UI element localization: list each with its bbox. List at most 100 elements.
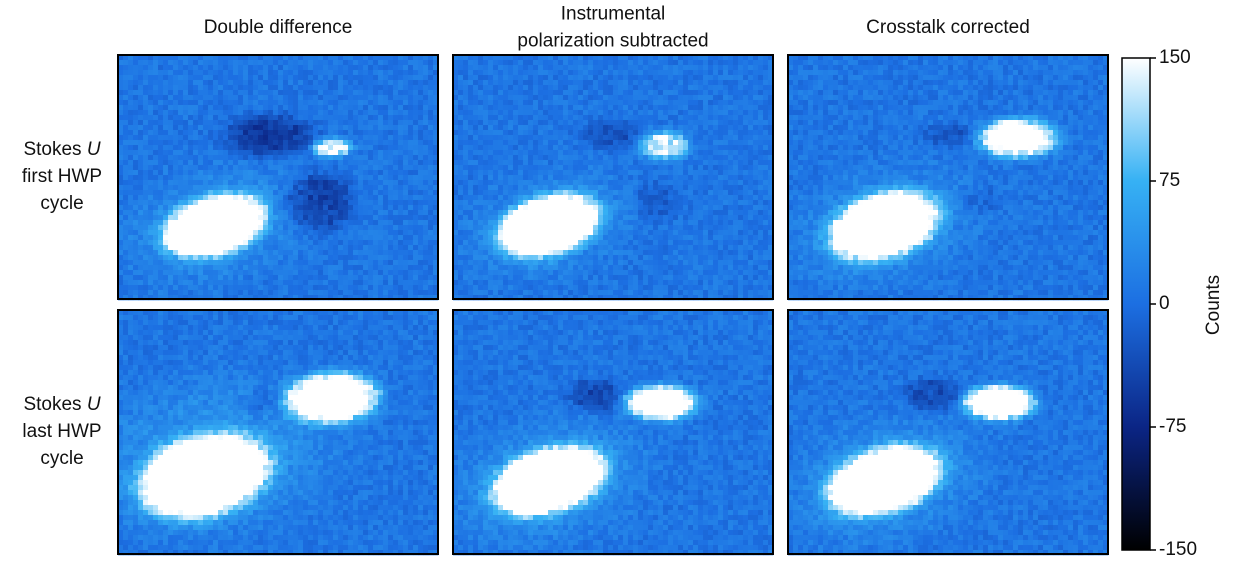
pixel	[698, 85, 704, 91]
pixel	[623, 55, 629, 61]
pixel	[543, 120, 549, 126]
pixel	[378, 80, 384, 86]
pixel	[763, 160, 769, 166]
pixel	[328, 95, 334, 101]
pixel	[758, 145, 764, 151]
pixel	[213, 140, 219, 146]
pixel	[428, 60, 434, 66]
pixel	[418, 190, 424, 196]
pixel	[663, 55, 669, 61]
pixel	[628, 65, 634, 71]
pixel	[218, 160, 224, 166]
pixel	[683, 190, 689, 196]
pixel	[293, 230, 299, 236]
pixel	[663, 190, 669, 196]
pixel	[543, 110, 549, 116]
pixel	[348, 65, 354, 71]
pixel	[723, 190, 729, 196]
pixel	[288, 295, 294, 301]
pixel	[393, 220, 399, 226]
pixel	[218, 140, 224, 146]
pixel	[308, 205, 314, 211]
pixel	[328, 55, 334, 61]
pixel	[128, 220, 134, 226]
pixel	[658, 185, 664, 191]
pixel	[293, 105, 299, 111]
pixel	[373, 60, 379, 66]
pixel	[493, 180, 499, 186]
pixel	[193, 170, 199, 176]
pixel	[228, 80, 234, 86]
pixel	[348, 55, 354, 61]
pixel	[333, 115, 339, 121]
pixel	[253, 115, 259, 121]
pixel	[683, 65, 689, 71]
pixel	[643, 170, 649, 176]
pixel	[273, 200, 279, 206]
pixel	[633, 195, 639, 201]
pixel	[698, 125, 704, 131]
pixel	[173, 135, 179, 141]
pixel	[343, 240, 349, 246]
pixel	[503, 70, 509, 76]
pixel	[428, 75, 434, 81]
pixel	[353, 130, 359, 136]
pixel	[318, 70, 324, 76]
pixel	[593, 70, 599, 76]
pixel	[483, 180, 489, 186]
pixel	[523, 95, 529, 101]
pixel	[398, 165, 404, 171]
pixel	[578, 70, 584, 76]
pixel	[123, 160, 129, 166]
pixel	[733, 70, 739, 76]
pixel	[413, 215, 419, 221]
pixel	[698, 70, 704, 76]
pixel	[128, 70, 134, 76]
pixel	[418, 195, 424, 201]
pixel	[298, 105, 304, 111]
pixel	[213, 210, 219, 216]
pixel	[348, 130, 354, 136]
pixel	[168, 230, 174, 236]
pixel	[143, 110, 149, 116]
pixel	[333, 120, 339, 126]
pixel	[558, 75, 564, 81]
pixel	[403, 215, 409, 221]
pixel	[123, 225, 129, 231]
pixel	[223, 195, 229, 201]
pixel	[263, 55, 269, 61]
pixel	[528, 140, 534, 146]
pixel	[233, 195, 239, 201]
pixel	[188, 235, 194, 241]
pixel	[548, 150, 554, 156]
pixel	[503, 55, 509, 61]
pixel	[303, 115, 309, 121]
pixel	[288, 260, 294, 266]
pixel	[503, 110, 509, 116]
pixel	[253, 185, 259, 191]
pixel	[498, 145, 504, 151]
pixel	[413, 285, 419, 291]
pixel	[403, 225, 409, 231]
pixel	[423, 95, 429, 101]
pixel	[168, 145, 174, 151]
pixel	[303, 90, 309, 96]
pixel	[733, 160, 739, 166]
pixel	[468, 115, 474, 121]
pixel	[148, 210, 154, 216]
pixel	[648, 105, 654, 111]
pixel	[248, 210, 254, 216]
pixel	[298, 125, 304, 131]
pixel	[328, 65, 334, 71]
pixel	[643, 85, 649, 91]
pixel	[348, 275, 354, 281]
pixel	[148, 190, 154, 196]
pixel	[263, 135, 269, 141]
pixel	[603, 190, 609, 196]
pixel	[538, 195, 544, 201]
pixel	[273, 150, 279, 156]
pixel	[298, 255, 304, 261]
pixel	[693, 55, 699, 61]
pixel	[723, 175, 729, 181]
pixel	[143, 190, 149, 196]
